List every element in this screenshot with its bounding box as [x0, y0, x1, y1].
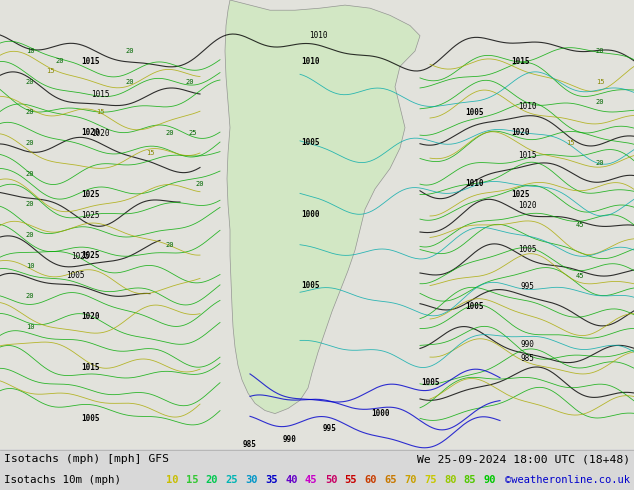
- Text: 1000: 1000: [371, 409, 389, 418]
- Text: 20: 20: [26, 79, 34, 85]
- Text: 55: 55: [345, 475, 357, 485]
- Text: 1010: 1010: [518, 101, 537, 111]
- Text: 20: 20: [26, 293, 34, 299]
- Text: 985: 985: [243, 440, 257, 449]
- Text: 20: 20: [26, 140, 34, 146]
- Text: 995: 995: [521, 282, 534, 292]
- Text: 990: 990: [521, 340, 534, 349]
- Text: 1025: 1025: [81, 251, 100, 260]
- Text: 85: 85: [464, 475, 476, 485]
- Polygon shape: [225, 0, 420, 414]
- Text: 1005: 1005: [301, 139, 320, 147]
- Text: 90: 90: [484, 475, 496, 485]
- Text: 45: 45: [576, 221, 585, 228]
- Text: 1010: 1010: [309, 31, 328, 40]
- Text: 15: 15: [46, 69, 55, 74]
- Text: 20: 20: [165, 130, 174, 136]
- Text: 20: 20: [186, 79, 194, 85]
- Text: 20: 20: [596, 99, 604, 105]
- Text: 985: 985: [521, 354, 534, 364]
- Text: 1025: 1025: [71, 251, 89, 261]
- Text: 1000: 1000: [301, 210, 320, 219]
- Text: 20: 20: [596, 48, 604, 54]
- Text: 1025: 1025: [511, 190, 529, 198]
- Text: 1025: 1025: [81, 190, 100, 198]
- Text: 80: 80: [444, 475, 456, 485]
- Text: 10: 10: [26, 48, 34, 54]
- Text: 1015: 1015: [511, 57, 529, 66]
- Text: 15: 15: [146, 150, 154, 156]
- Text: 75: 75: [424, 475, 437, 485]
- Text: 20: 20: [56, 58, 64, 64]
- Text: 20: 20: [126, 79, 134, 85]
- Text: 1005: 1005: [81, 414, 100, 423]
- Text: 1010: 1010: [301, 57, 320, 66]
- Text: 50: 50: [325, 475, 337, 485]
- Text: 20: 20: [26, 201, 34, 207]
- Text: 15: 15: [566, 140, 574, 146]
- Text: 1015: 1015: [81, 57, 100, 66]
- Text: Isotachs 10m (mph): Isotachs 10m (mph): [4, 475, 121, 485]
- Text: 1020: 1020: [511, 128, 529, 137]
- Text: 10: 10: [165, 475, 178, 485]
- Text: 10: 10: [26, 263, 34, 269]
- Text: 1005: 1005: [466, 108, 484, 117]
- Text: 65: 65: [384, 475, 397, 485]
- Text: 20: 20: [596, 160, 604, 167]
- Text: 20: 20: [126, 48, 134, 54]
- Text: 40: 40: [285, 475, 297, 485]
- Text: 1020: 1020: [81, 128, 100, 137]
- Text: 1025: 1025: [81, 211, 100, 220]
- Text: 1015: 1015: [518, 151, 537, 160]
- Text: 1005: 1005: [66, 271, 84, 280]
- Text: ©weatheronline.co.uk: ©weatheronline.co.uk: [505, 475, 630, 485]
- Text: 20: 20: [205, 475, 218, 485]
- Text: 15: 15: [186, 475, 198, 485]
- Text: 20: 20: [26, 171, 34, 176]
- Text: 20: 20: [196, 181, 204, 187]
- Text: 45: 45: [576, 273, 585, 279]
- Text: 35: 35: [265, 475, 278, 485]
- Text: 20: 20: [26, 109, 34, 115]
- Text: 60: 60: [365, 475, 377, 485]
- Text: 25: 25: [189, 130, 197, 136]
- Text: 1015: 1015: [81, 363, 100, 372]
- Text: 20: 20: [165, 242, 174, 248]
- Text: 1015: 1015: [91, 90, 110, 99]
- Text: Isotachs (mph) [mph] GFS: Isotachs (mph) [mph] GFS: [4, 455, 169, 465]
- Text: 20: 20: [26, 232, 34, 238]
- Text: 1005: 1005: [421, 378, 439, 388]
- Text: 995: 995: [323, 424, 337, 434]
- Text: 1020: 1020: [518, 201, 537, 210]
- Text: 15: 15: [96, 109, 104, 115]
- Text: 70: 70: [404, 475, 417, 485]
- Text: 1005: 1005: [301, 281, 320, 291]
- Text: 30: 30: [245, 475, 258, 485]
- Text: We 25-09-2024 18:00 UTC (18+48): We 25-09-2024 18:00 UTC (18+48): [417, 455, 630, 465]
- Text: 15: 15: [596, 79, 604, 85]
- Text: 25: 25: [225, 475, 238, 485]
- Text: 990: 990: [283, 435, 297, 443]
- Text: 10: 10: [26, 324, 34, 330]
- Text: 45: 45: [305, 475, 318, 485]
- Text: 1005: 1005: [466, 302, 484, 311]
- Text: 1020: 1020: [91, 129, 110, 138]
- Text: 1010: 1010: [466, 179, 484, 188]
- Text: 1020: 1020: [81, 312, 100, 321]
- Text: 1005: 1005: [518, 245, 537, 254]
